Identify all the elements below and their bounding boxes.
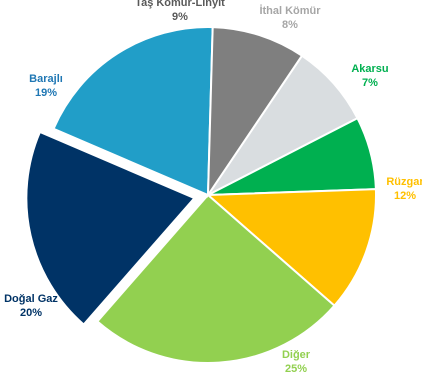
slice-label-1: Akarsu 7%	[351, 63, 388, 89]
slice-label-percent: 12%	[394, 190, 416, 202]
slice-label-name: Diğer	[282, 349, 311, 361]
pie-slice-r-zgar	[205, 188, 377, 308]
slice-label-6: Taş Kömür-Linyit 9%	[135, 0, 225, 23]
pie-slice-ta-k-m-r-linyit	[206, 26, 304, 199]
slice-label-name: Akarsu	[351, 63, 388, 75]
slice-label-5: Barajlı 19%	[29, 73, 63, 99]
slice-label-name: Rüzgar	[386, 176, 422, 188]
slice-label-4: Doğal Gaz 20%	[4, 293, 58, 319]
slice-label-percent: 19%	[35, 87, 57, 99]
pie-slice-do-al-gaz	[25, 130, 197, 326]
slice-label-0: İthal Kömür 8%	[259, 4, 321, 31]
pie-slice-barajl-	[52, 26, 214, 197]
slice-label-percent: 20%	[20, 307, 42, 319]
slice-label-percent: 9%	[172, 11, 188, 23]
slice-label-name: Doğal Gaz	[4, 293, 58, 305]
slice-label-percent: 8%	[282, 19, 298, 31]
slice-label-name: İthal Kömür	[259, 4, 321, 17]
slice-label-2: Rüzgar 12%	[386, 176, 422, 202]
slice-label-name: Barajlı	[29, 73, 63, 85]
pie-slice-di-er	[95, 193, 336, 364]
slice-label-3: Diğer 25%	[282, 349, 311, 375]
slice-label-name: Taş Kömür-Linyit	[135, 0, 225, 9]
slice-label-percent: 25%	[285, 363, 307, 375]
slice-label-percent: 7%	[362, 77, 378, 89]
